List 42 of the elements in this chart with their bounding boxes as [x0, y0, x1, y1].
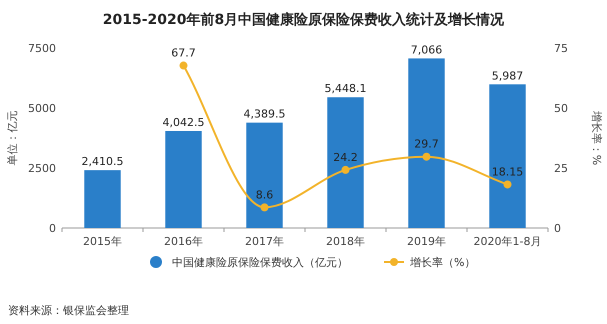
data-label: 8.6 — [256, 188, 274, 202]
legend-label: 增长率（%） — [409, 256, 476, 269]
bar — [165, 130, 202, 228]
point — [504, 180, 512, 188]
data-label: 29.7 — [414, 138, 439, 151]
bar — [489, 84, 526, 228]
x-tick-label: 2019年 — [407, 235, 446, 248]
y2-tick-label: 50 — [554, 102, 568, 115]
x-tick-label: 2016年 — [164, 235, 203, 248]
y2-tick-label: 0 — [554, 222, 561, 235]
y2-axis-title: 增长率：% — [590, 110, 603, 166]
point — [180, 62, 188, 70]
data-label: 7,066 — [410, 43, 442, 56]
x-tick-label: 2018年 — [326, 235, 365, 248]
y-tick-label: 2500 — [28, 162, 56, 175]
text: 资料来源：银保监会整理 — [8, 304, 129, 317]
point — [260, 203, 268, 212]
legend-label: 中国健康险原保险保费收入（亿元） — [172, 256, 348, 269]
y2-tick-label: 75 — [554, 42, 568, 55]
bar — [84, 170, 121, 228]
x-tick-label: 2015年 — [83, 235, 122, 248]
point — [422, 152, 430, 161]
data-label: 67.7 — [171, 46, 196, 60]
y-tick-label: 0 — [49, 222, 56, 235]
bar — [327, 97, 364, 228]
y2-tick-label: 25 — [554, 162, 568, 175]
data-label: 5,448.1 — [324, 82, 366, 96]
chart-title: 2015-2020年前8月中国健康险原保险保费收入统计及增长情况 — [102, 11, 506, 28]
bar — [246, 122, 283, 228]
bar — [408, 58, 445, 228]
data-label: 5,987 — [492, 69, 524, 82]
x-tick-label: 2020年1-8月 — [474, 235, 542, 248]
y-tick-label: 7500 — [28, 42, 56, 55]
data-label: 4,042.5 — [162, 116, 204, 129]
data-label: 18.15 — [492, 165, 524, 178]
data-label: 24.2 — [333, 150, 358, 164]
x-tick-label: 2017年 — [245, 235, 284, 248]
data-label: 2,410.5 — [82, 155, 124, 168]
data-label: 4,389.5 — [244, 108, 286, 121]
y-axis-title: 单位：亿元 — [6, 110, 19, 166]
y-tick-label: 5000 — [28, 102, 56, 115]
point — [342, 166, 350, 174]
